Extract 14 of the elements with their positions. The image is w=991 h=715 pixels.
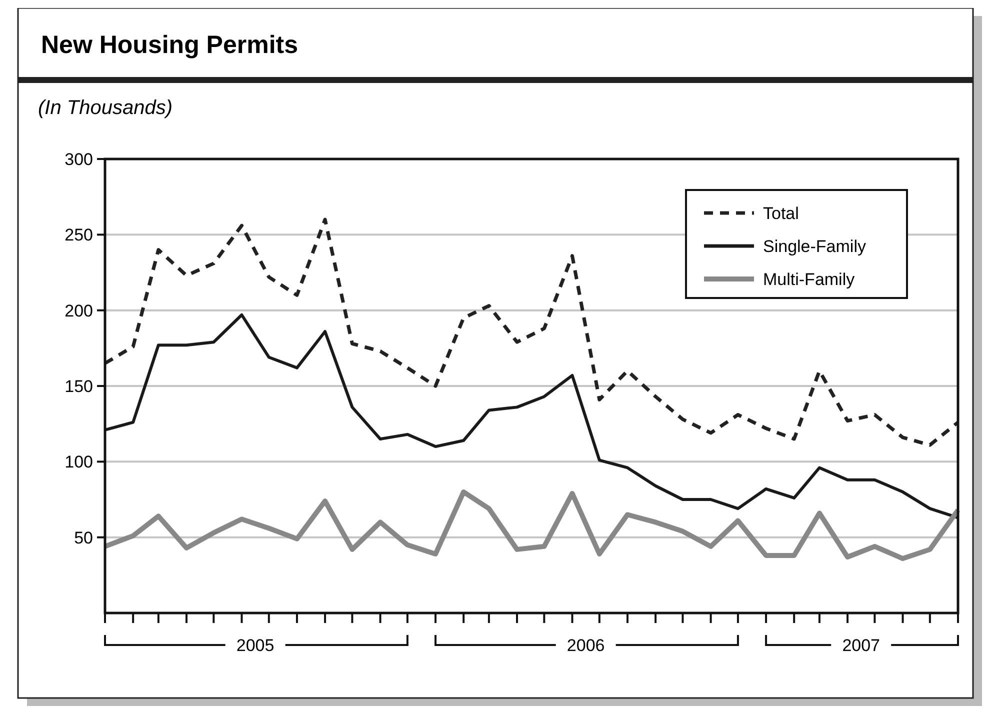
y-tick-label: 300 [64, 150, 93, 169]
chart-title: New Housing Permits [41, 31, 298, 59]
chart-subtitle: (In Thousands) [38, 97, 173, 119]
legend-label: Total [763, 204, 799, 223]
y-tick-label: 250 [64, 226, 93, 245]
y-tick-label: 200 [64, 301, 93, 320]
x-tick-label: 2006 [566, 636, 605, 655]
y-tick-label: 50 [74, 528, 93, 548]
y-tick-label: 150 [64, 376, 93, 396]
y-tick-label: 100 [64, 452, 93, 472]
x-tick-label: 2007 [842, 636, 880, 655]
legend-label: Single-Family [763, 236, 866, 256]
legend-label: Multi-Family [763, 270, 856, 289]
x-tick-label: 2005 [236, 636, 274, 655]
